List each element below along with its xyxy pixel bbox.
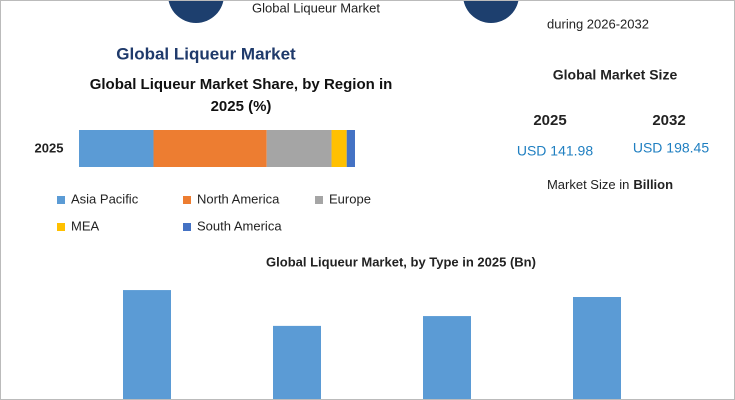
bar-segment: [79, 130, 154, 167]
chart-title: Global Liqueur Market Share, by Region i…: [89, 76, 393, 115]
legend-label: North America: [197, 191, 280, 206]
year: 2032: [652, 112, 685, 129]
bar-segment: [331, 130, 347, 167]
bar: [573, 297, 621, 399]
note-bold: Billion: [633, 177, 673, 192]
size-title: Global Market Size: [553, 67, 678, 83]
chart-title: Global Liqueur Market, by Type in 2025 (…: [266, 254, 536, 269]
legend-label: Asia Pacific: [71, 191, 139, 206]
bar: [273, 325, 321, 399]
bar-segment: [266, 130, 332, 167]
bar: [123, 290, 171, 399]
size-value: USD 141.98: [517, 143, 593, 159]
legend-label: South America: [197, 218, 282, 233]
legend-swatch: [183, 223, 191, 231]
legend-swatch: [57, 196, 65, 204]
legend-swatch: [183, 196, 191, 204]
note: Market Size in: [547, 177, 629, 192]
legend-label: MEA: [71, 218, 100, 233]
size-note: Market Size in Billion: [547, 177, 673, 192]
legend-label: Europe: [329, 191, 371, 206]
main-title: Global Liqueur Market: [116, 44, 296, 63]
category-label: 2025: [35, 140, 64, 155]
legend-swatch: [315, 196, 323, 204]
header-text: Global Liqueur Market: [252, 1, 380, 15]
icon-circle: [463, 1, 519, 23]
size-value: USD 198.45: [633, 140, 709, 156]
legend-swatch: [57, 223, 65, 231]
icon-circle: [168, 1, 224, 23]
bar-segment: [153, 130, 267, 167]
bar-segment: [346, 130, 355, 167]
bar: [423, 316, 471, 399]
header-text: during 2026-2032: [547, 16, 649, 31]
year: 2025: [533, 112, 566, 129]
